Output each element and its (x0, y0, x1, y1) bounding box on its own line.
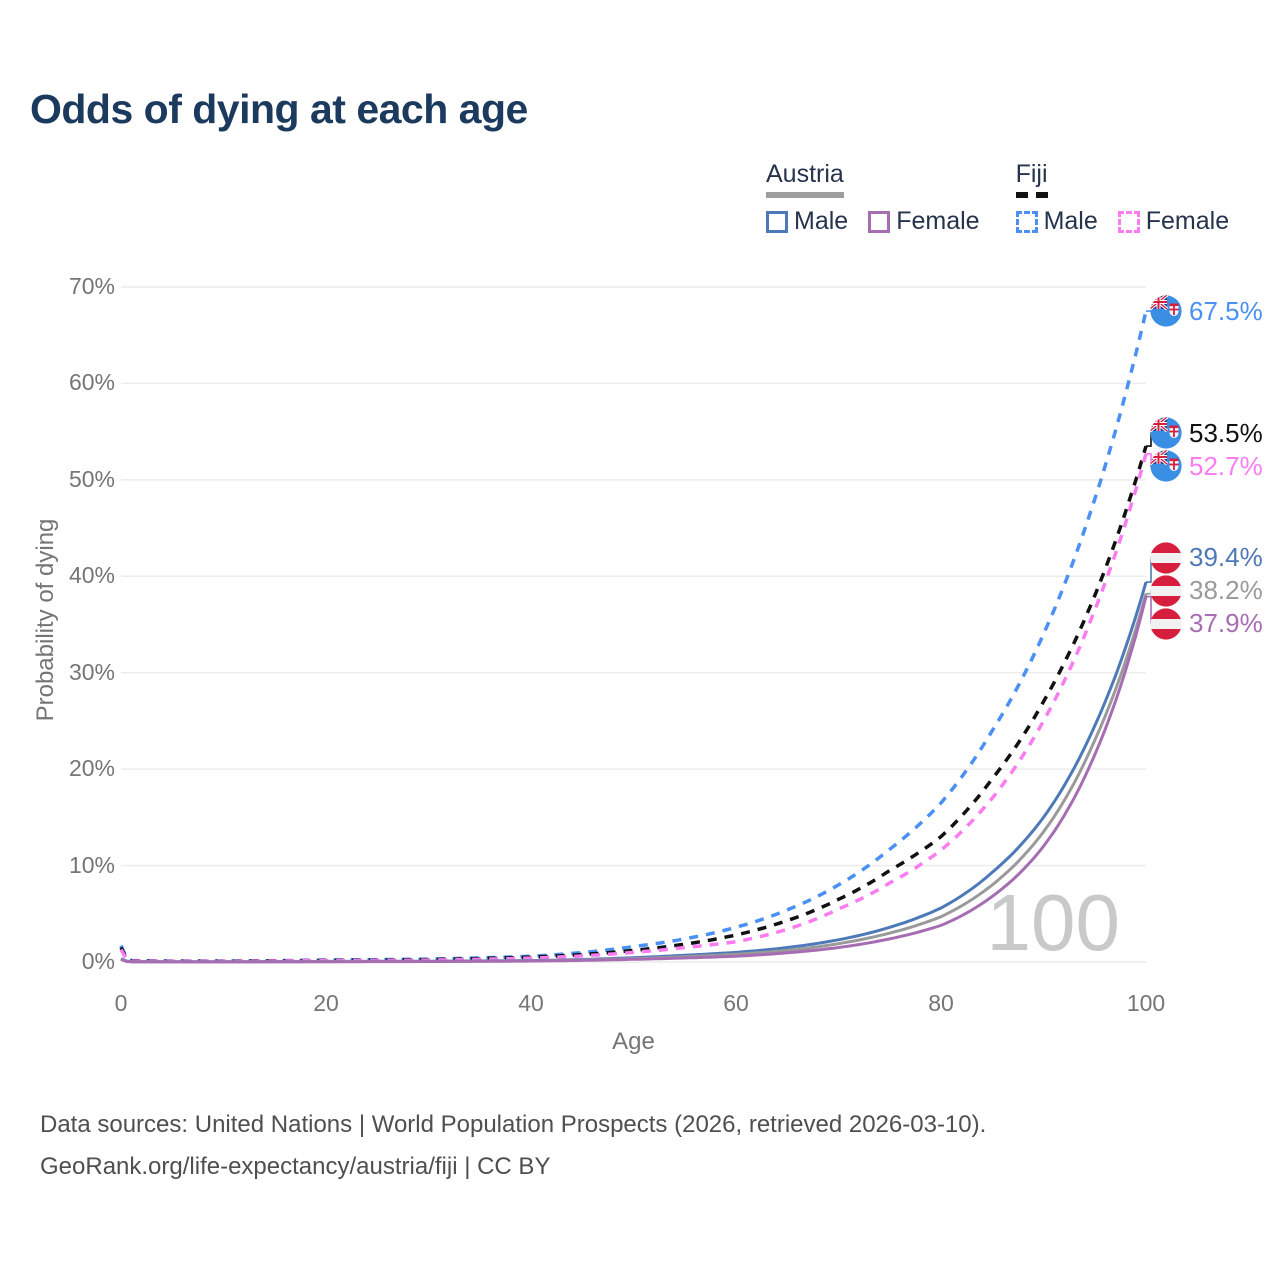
y-tick-10: 10% (68, 851, 115, 878)
y-tick-50: 50% (68, 465, 115, 492)
austria-female-swatch (868, 210, 891, 233)
fiji-flag-icon (1150, 417, 1182, 450)
end-value-fiji-female: 52.7% (1189, 450, 1263, 481)
austria-male-swatch (766, 210, 788, 233)
x-tick-20: 20 (313, 990, 339, 1016)
fiji-flag-icon (1150, 450, 1182, 483)
legend-item-austria-female[interactable]: Female (868, 207, 980, 236)
fiji-flag-icon (1150, 295, 1182, 327)
y-tick-40: 40% (68, 562, 115, 589)
legend-item-austria-male[interactable]: Male (766, 207, 848, 236)
data-sources-line: Data sources: United Nations | World Pop… (40, 1111, 987, 1138)
x-tick-100: 100 (1126, 990, 1166, 1016)
end-label-austria-both: 38.2% (1150, 575, 1263, 607)
y-tick-60: 60% (68, 369, 115, 396)
page-title: Odds of dying at each age (30, 86, 528, 132)
legend-label-austria-female: Female (896, 207, 980, 235)
legend-country-fiji[interactable]: Fiji (1015, 160, 1048, 198)
fiji-flag-icon-wrap (1150, 295, 1182, 327)
fiji-male-swatch (1015, 210, 1038, 233)
end-label-austria-female: 37.9% (1150, 608, 1263, 640)
end-label-fiji-both: 53.5% (1150, 417, 1263, 450)
series-line-austria-female[interactable] (120, 596, 1148, 964)
x-tick-60: 60 (723, 990, 749, 1016)
fiji-flag-icon-wrap (1150, 417, 1182, 450)
series-line-fiji-male[interactable] (119, 310, 1148, 963)
x-tick-80: 80 (928, 990, 954, 1016)
y-tick-0: 0% (81, 948, 115, 974)
y-tick-30: 30% (68, 658, 115, 685)
x-tick-0: 0 (114, 990, 128, 1016)
legend-group-fiji: Fiji Male Female (1015, 160, 1230, 236)
x-tick-40: 40 (518, 990, 544, 1016)
y-tick-20: 20% (68, 755, 115, 782)
end-label-austria-male: 39.4% (1150, 542, 1263, 574)
age-watermark: 100 (987, 878, 1120, 967)
end-value-austria-both: 38.2% (1189, 575, 1263, 606)
end-label-fiji-female: 52.7% (1150, 450, 1263, 483)
legend-items-austria: Male Female (766, 207, 980, 236)
fiji-flag-icon-wrap (1150, 450, 1182, 483)
legend-items-fiji: Male Female (1015, 207, 1230, 236)
y-axis-title: Probability of dying (32, 518, 59, 722)
austria-flag-icon (1150, 575, 1182, 607)
footer: Data sources: United Nations | World Pop… (40, 1104, 986, 1188)
legend-label-fiji-male: Male (1043, 207, 1098, 235)
austria-flag-icon-wrap (1150, 608, 1182, 640)
end-value-fiji-both: 53.5% (1189, 417, 1263, 448)
end-value-austria-male: 39.4% (1189, 542, 1263, 573)
end-value-fiji-male: 67.5% (1189, 295, 1263, 326)
austria-flag-icon (1150, 608, 1182, 640)
y-tick-70: 70% (68, 273, 115, 299)
legend-label-fiji-female: Female (1145, 207, 1230, 235)
austria-flag-icon (1150, 542, 1182, 574)
legend-item-fiji-female[interactable]: Female (1117, 207, 1230, 236)
legend-country-austria[interactable]: Austria (766, 160, 844, 198)
legend: Austria Male Female Fiji Male (766, 160, 1229, 236)
end-label-fiji-male: 67.5% (1150, 295, 1263, 327)
end-value-austria-female: 37.9% (1189, 608, 1263, 639)
legend-item-fiji-male[interactable]: Male (1015, 207, 1098, 236)
legend-group-austria: Austria Male Female (766, 160, 980, 236)
x-axis-title: Age (612, 1028, 655, 1055)
legend-label-austria-male: Male (794, 207, 849, 235)
attribution-line[interactable]: GeoRank.org/life-expectancy/austria/fiji… (40, 1153, 551, 1180)
austria-flag-icon-wrap (1150, 575, 1182, 607)
austria-flag-icon-wrap (1150, 542, 1182, 574)
fiji-female-swatch (1117, 210, 1140, 233)
